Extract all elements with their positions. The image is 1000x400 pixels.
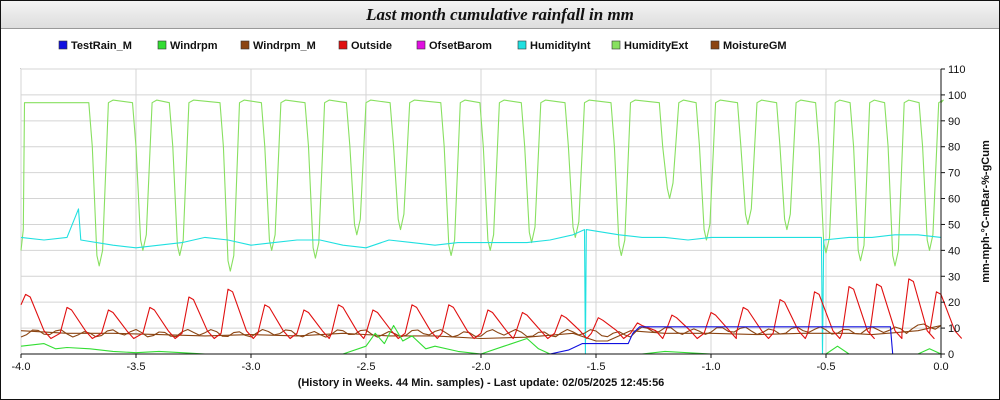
legend-label-windrpm_m: Windrpm_M bbox=[253, 40, 316, 52]
legend-swatch-testrain_m bbox=[58, 40, 68, 50]
y-axis-label: mm-mph-°C-mBar-%-gCum bbox=[980, 140, 992, 283]
legend-label-windrpm: Windrpm bbox=[170, 40, 218, 52]
axes: -4.0 -3.5 -3.0 -2.5 -2.0 -1.5 -1.0 -0.5 0.00 10 20… bbox=[12, 64, 967, 373]
legend: TestRain_M Windrpm Windrpm_M Outside OfsetBa… bbox=[58, 40, 787, 52]
series-line-humidityext bbox=[20, 99, 944, 272]
x-tick-label: -3.0 bbox=[242, 361, 261, 373]
y-tick-label: 110 bbox=[948, 64, 966, 76]
legend-label-testrain_m: TestRain_M bbox=[71, 40, 132, 52]
chart-title: Last month cumulative rainfall in mm bbox=[366, 4, 634, 24]
x-tick-label: -3.5 bbox=[127, 361, 146, 373]
x-axis-label: (History in Weeks. 44 Min. samples) - La… bbox=[298, 377, 665, 389]
chart-title-bar: Last month cumulative rainfall in mm bbox=[1, 1, 999, 29]
legend-label-moisturegm: MoistureGM bbox=[723, 40, 787, 52]
legend-swatch-moisturegm bbox=[710, 40, 720, 50]
y-tick-label: 20 bbox=[948, 297, 960, 309]
legend-label-humidityint: HumidityInt bbox=[530, 40, 591, 52]
series-lines bbox=[20, 99, 963, 355]
x-tick-label: -1.5 bbox=[587, 361, 606, 373]
x-tick-label: -2.5 bbox=[357, 361, 376, 373]
legend-label-humidityext: HumidityExt bbox=[624, 40, 689, 52]
series-line-outside bbox=[20, 278, 963, 340]
y-tick-label: 60 bbox=[948, 194, 960, 206]
y-tick-label: 30 bbox=[948, 271, 960, 283]
x-tick-label: -1.0 bbox=[702, 361, 721, 373]
y-tick-label: 10 bbox=[948, 323, 960, 335]
y-tick-label: 70 bbox=[948, 168, 960, 180]
y-tick-label: 40 bbox=[948, 245, 960, 257]
legend-label-outside: Outside bbox=[351, 40, 392, 52]
legend-swatch-windrpm bbox=[157, 40, 167, 50]
y-tick-label: 50 bbox=[948, 219, 960, 231]
legend-swatch-windrpm_m bbox=[240, 40, 250, 50]
y-tick-label: 100 bbox=[948, 90, 966, 102]
y-tick-label: 80 bbox=[948, 142, 960, 154]
x-tick-label: -0.5 bbox=[817, 361, 836, 373]
y-tick-label: 90 bbox=[948, 116, 960, 128]
x-tick-label: -2.0 bbox=[472, 361, 491, 373]
legend-swatch-ofsetbarom bbox=[416, 40, 426, 50]
x-tick-label: -4.0 bbox=[12, 361, 31, 373]
legend-swatch-outside bbox=[338, 40, 348, 50]
y-tick-label: 0 bbox=[948, 349, 954, 361]
series-line-humidityint bbox=[20, 208, 942, 355]
x-tick-label: 0.0 bbox=[933, 361, 948, 373]
series-line-windrpm_m bbox=[20, 324, 942, 342]
legend-swatch-humidityint bbox=[517, 40, 527, 50]
series-line-moisturegm bbox=[20, 323, 942, 338]
legend-swatch-humidityext bbox=[611, 40, 621, 50]
line-chart: TestRain_M Windrpm Windrpm_M Outside OfsetBa… bbox=[12, 40, 992, 389]
legend-label-ofsetbarom: OfsetBarom bbox=[429, 40, 492, 52]
